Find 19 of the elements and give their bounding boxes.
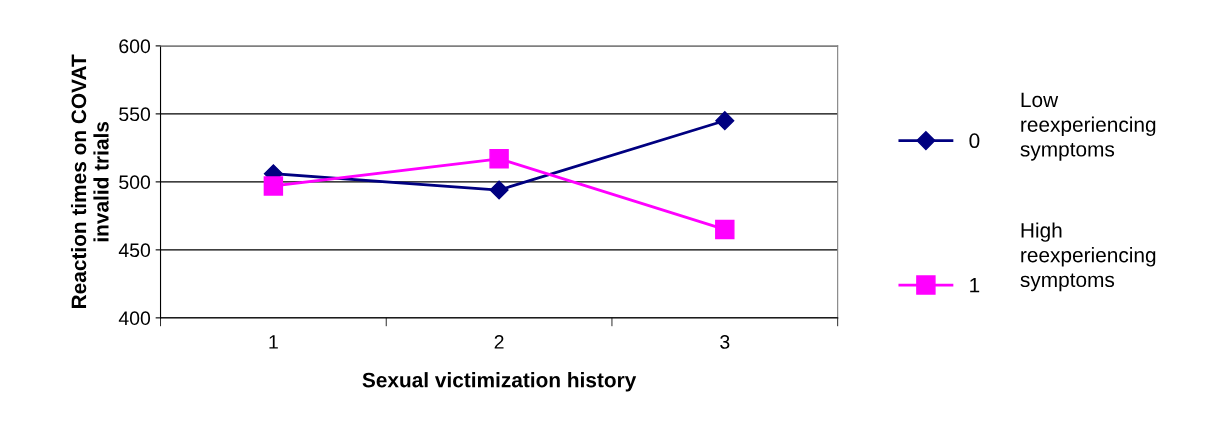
y-axis-title: Reaction times on COVAT invalid trials xyxy=(70,54,109,308)
point xyxy=(715,219,735,240)
y-tick-label: 600 xyxy=(119,39,151,54)
point xyxy=(489,149,509,169)
point xyxy=(715,111,735,131)
y-tick-label: 400 xyxy=(118,311,151,326)
text: Low reexperiencing symptoms xyxy=(1020,92,1156,161)
y-tick-label: 500 xyxy=(119,175,151,190)
x-axis-title: Sexual victimization history xyxy=(362,372,637,392)
x-tick-label: 1 xyxy=(269,335,278,349)
point xyxy=(263,176,284,196)
point xyxy=(489,180,509,200)
y-tick-label: 550 xyxy=(119,107,151,122)
text: High reexperiencing symptoms xyxy=(1020,222,1156,292)
x-tick-label: 3 xyxy=(720,335,730,349)
x-tick-label: 2 xyxy=(494,335,504,349)
legend-label: 1 xyxy=(970,277,980,293)
y-tick-label: 450 xyxy=(118,243,151,258)
legend-label: 0 xyxy=(969,133,980,149)
